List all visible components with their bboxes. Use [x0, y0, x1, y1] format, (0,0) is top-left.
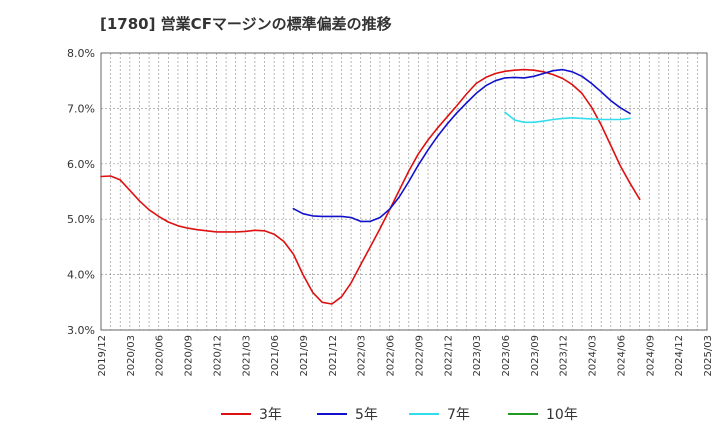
- x-tick-label: 2022/03: [357, 335, 368, 377]
- x-tick-label: 2024/09: [645, 335, 656, 377]
- x-tick-label: 2020/06: [155, 335, 166, 377]
- x-tick-label: 2024/03: [588, 335, 599, 377]
- x-tick-label: 2024/12: [674, 335, 685, 377]
- x-tick-label: 2025/03: [703, 335, 714, 377]
- x-tick-label: 2023/12: [559, 335, 570, 377]
- y-tick-label: 4.0%: [67, 269, 95, 282]
- y-tick-label: 7.0%: [67, 102, 95, 115]
- plot-area-border: [100, 52, 708, 331]
- x-tick-label: 2024/06: [616, 335, 627, 377]
- y-tick-label: 3.0%: [67, 324, 95, 337]
- plot-area-background: [101, 53, 707, 330]
- x-tick-label: 2023/06: [501, 335, 512, 377]
- y-tick-label: 8.0%: [67, 47, 95, 60]
- legend-label: 10年: [546, 407, 578, 423]
- legend: 3年 5年 7年 10年: [221, 407, 578, 423]
- x-tick-label: 2021/03: [241, 335, 252, 377]
- legend-label: 3年: [259, 407, 282, 423]
- y-tick-label: 5.0%: [67, 213, 95, 226]
- y-tick-label: 6.0%: [67, 158, 95, 171]
- legend-label: 5年: [355, 407, 378, 423]
- x-tick-label: 2020/12: [212, 335, 223, 377]
- x-tick-label: 2021/09: [299, 335, 310, 377]
- x-axis-tick-labels: 2019/12 2020/03 2020/06 2020/09 2020/12 2021/…: [97, 335, 714, 377]
- series-line-7年: [504, 111, 631, 124]
- x-tick-label: 2023/03: [472, 335, 483, 377]
- x-tick-label: 2022/12: [443, 335, 454, 377]
- series-lines: [100, 68, 641, 305]
- chart-title: [1780] 営業CFマージンの標準偏差の推移: [100, 15, 392, 33]
- series-line-3年: [100, 68, 641, 305]
- x-tick-label: 2020/03: [126, 335, 137, 377]
- x-tick-label: 2022/06: [386, 335, 397, 377]
- y-axis-tick-labels: 3.0% 4.0% 5.0% 6.0% 7.0% 8.0%: [67, 47, 95, 337]
- x-tick-label: 2021/12: [328, 335, 339, 377]
- x-tick-label: 2020/09: [184, 335, 195, 377]
- horizontal-gridlines: [101, 108, 707, 275]
- x-tick-label: 2023/09: [530, 335, 541, 377]
- x-tick-label: 2019/12: [97, 335, 108, 377]
- x-tick-label: 2021/06: [270, 335, 281, 377]
- legend-label: 7年: [447, 407, 470, 423]
- x-tick-label: 2022/09: [414, 335, 425, 377]
- series-line-5年: [292, 68, 631, 223]
